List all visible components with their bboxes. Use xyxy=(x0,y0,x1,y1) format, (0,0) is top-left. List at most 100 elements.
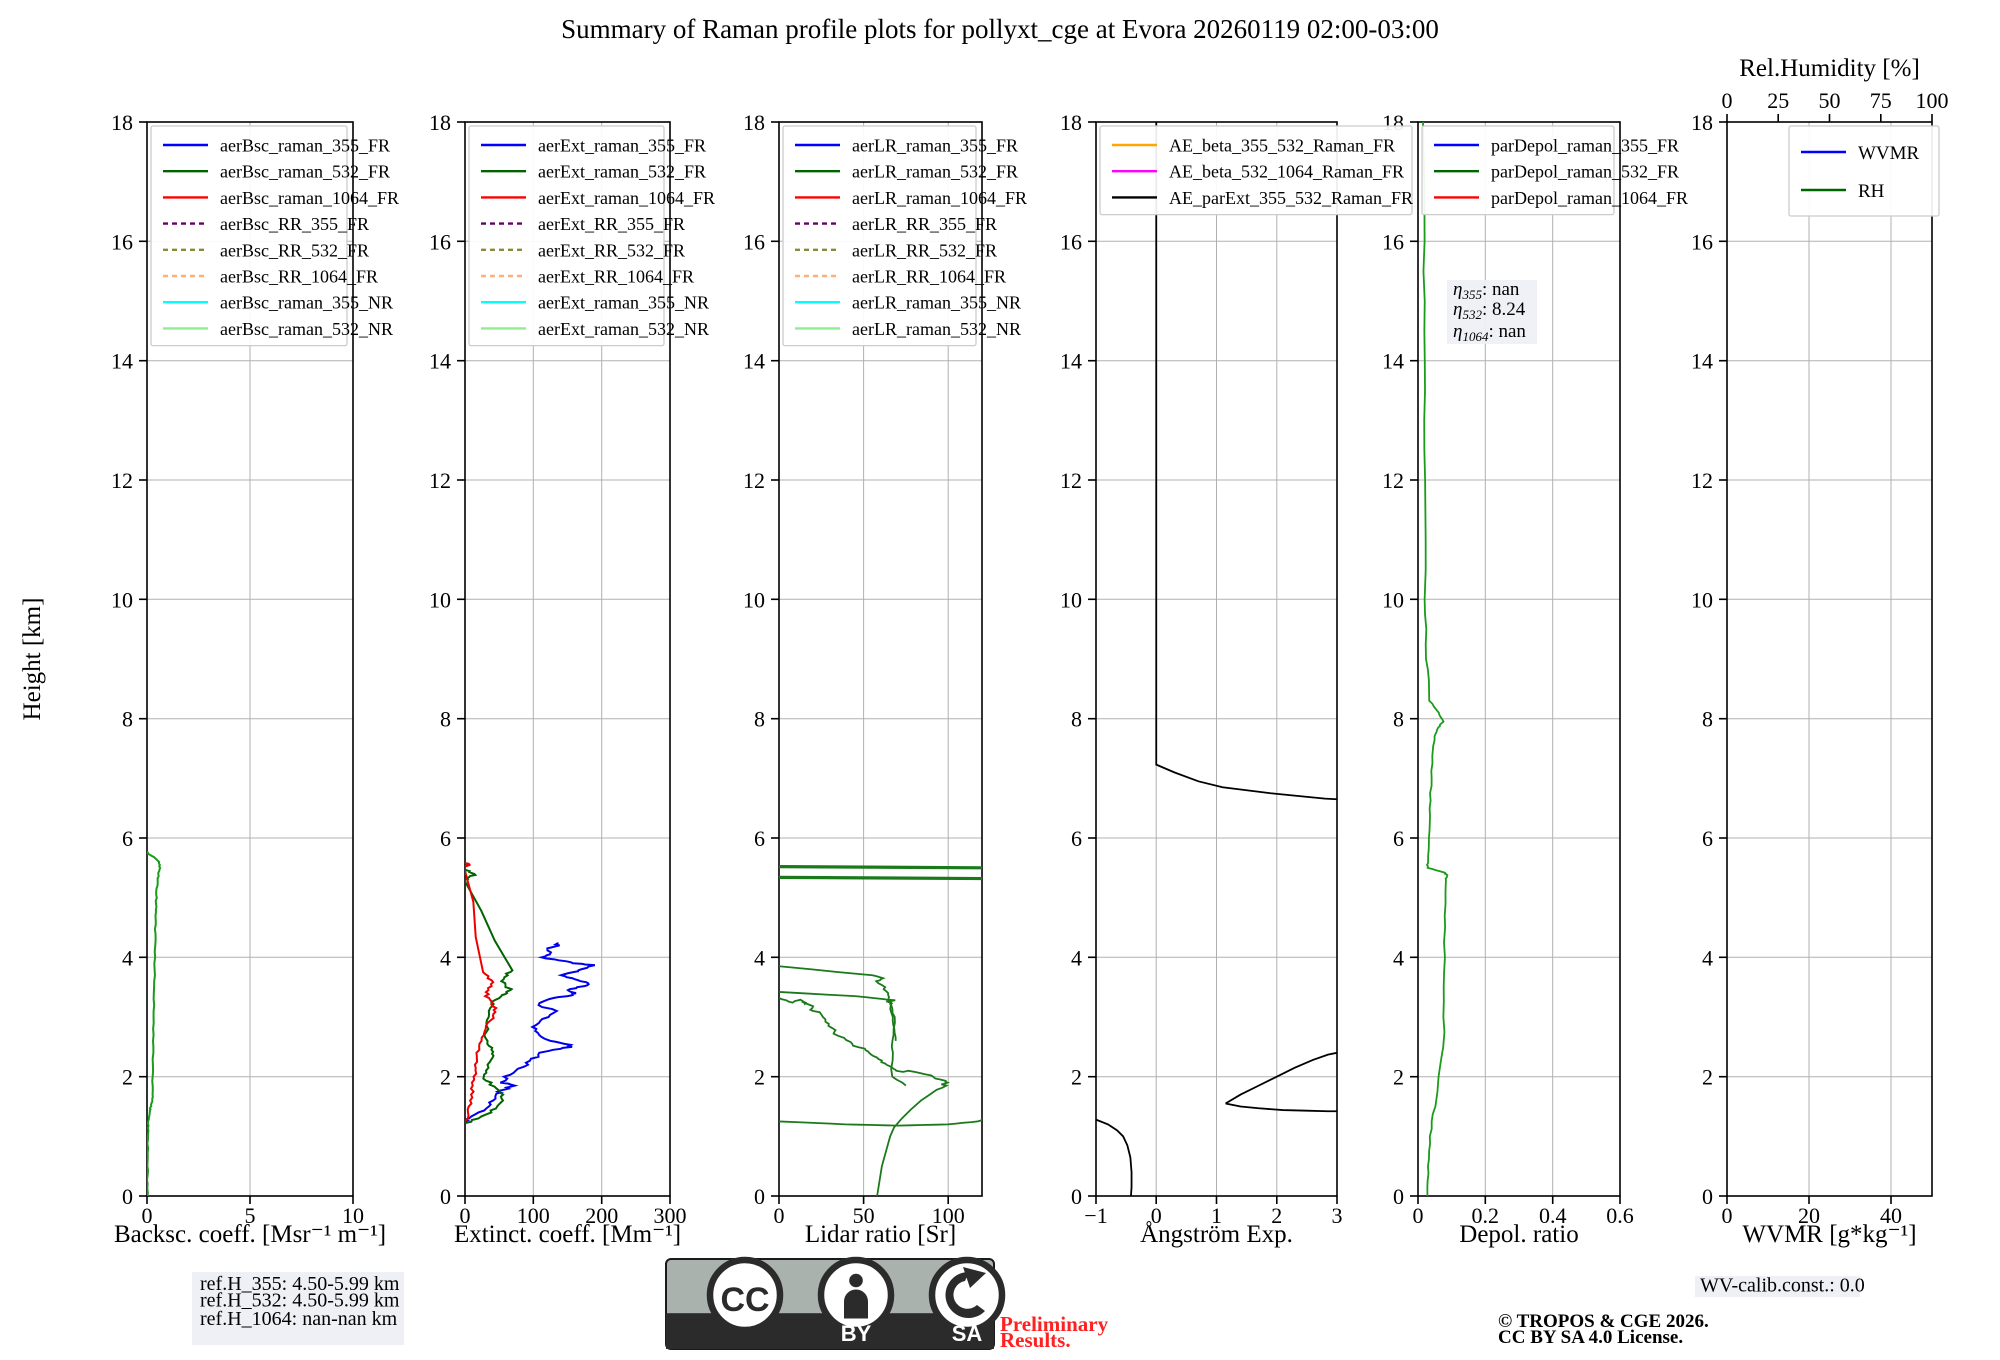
svg-text:12: 12 xyxy=(111,468,133,493)
svg-text:ref.H_1064: nan-nan km: ref.H_1064: nan-nan km xyxy=(200,1308,398,1330)
svg-text:aerLR_RR_1064_FR: aerLR_RR_1064_FR xyxy=(852,267,1006,287)
svg-text:aerExt_RR_532_FR: aerExt_RR_532_FR xyxy=(538,240,685,260)
svg-text:Extinct. coeff. [Mm⁻¹]: Extinct. coeff. [Mm⁻¹] xyxy=(454,1221,681,1248)
svg-text:aerExt_raman_532_FR: aerExt_raman_532_FR xyxy=(538,162,706,182)
svg-text:10: 10 xyxy=(1060,587,1082,612)
svg-text:3: 3 xyxy=(1332,1203,1343,1228)
svg-text:6: 6 xyxy=(754,826,765,851)
svg-text:0: 0 xyxy=(1393,1184,1404,1209)
svg-text:0: 0 xyxy=(440,1184,451,1209)
svg-text:18: 18 xyxy=(429,110,451,135)
svg-text:8: 8 xyxy=(754,707,765,732)
svg-text:4: 4 xyxy=(1071,945,1082,970)
svg-text:4: 4 xyxy=(440,945,451,970)
svg-text:10: 10 xyxy=(1691,587,1713,612)
svg-text:aerBsc_RR_355_FR: aerBsc_RR_355_FR xyxy=(220,214,369,234)
svg-text:18: 18 xyxy=(1691,110,1713,135)
svg-text:8: 8 xyxy=(1702,707,1713,732)
svg-text:4: 4 xyxy=(1393,945,1404,970)
svg-text:Height [km]: Height [km] xyxy=(19,598,46,721)
svg-text:12: 12 xyxy=(1060,468,1082,493)
svg-text:aerExt_RR_355_FR: aerExt_RR_355_FR xyxy=(538,214,685,234)
svg-text:2: 2 xyxy=(1071,1065,1082,1090)
svg-text:aerLR_raman_355_FR: aerLR_raman_355_FR xyxy=(852,136,1018,156)
svg-text:0: 0 xyxy=(1413,1203,1424,1228)
svg-text:16: 16 xyxy=(111,229,133,254)
svg-text:0: 0 xyxy=(1071,1184,1082,1209)
svg-text:2: 2 xyxy=(754,1065,765,1090)
svg-text:0: 0 xyxy=(1702,1184,1713,1209)
svg-text:WV-calib.const.: 0.0: WV-calib.const.: 0.0 xyxy=(1700,1275,1865,1297)
svg-text:8: 8 xyxy=(1393,707,1404,732)
svg-text:AE_beta_355_532_Raman_FR: AE_beta_355_532_Raman_FR xyxy=(1169,136,1395,156)
svg-text:2: 2 xyxy=(440,1065,451,1090)
svg-text:aerLR_raman_532_FR: aerLR_raman_532_FR xyxy=(852,162,1018,182)
svg-text:6: 6 xyxy=(440,826,451,851)
svg-text:aerLR_raman_532_NR: aerLR_raman_532_NR xyxy=(852,319,1021,339)
svg-text:14: 14 xyxy=(743,349,765,374)
svg-text:2: 2 xyxy=(1393,1065,1404,1090)
svg-text:18: 18 xyxy=(743,110,765,135)
svg-text:4: 4 xyxy=(754,945,765,970)
svg-text:Summary of Raman profile plots: Summary of Raman profile plots for polly… xyxy=(561,14,1439,44)
svg-text:10: 10 xyxy=(743,587,765,612)
svg-text:parDepol_raman_355_FR: parDepol_raman_355_FR xyxy=(1491,136,1679,156)
svg-text:6: 6 xyxy=(122,826,133,851)
svg-text:14: 14 xyxy=(111,349,133,374)
svg-text:aerBsc_raman_532_NR: aerBsc_raman_532_NR xyxy=(220,319,393,339)
svg-text:BY: BY xyxy=(841,1321,872,1346)
svg-text:2: 2 xyxy=(122,1065,133,1090)
svg-text:aerExt_raman_1064_FR: aerExt_raman_1064_FR xyxy=(538,188,715,208)
svg-text:0.6: 0.6 xyxy=(1606,1203,1634,1228)
svg-text:0: 0 xyxy=(774,1203,785,1228)
svg-text:AE_parExt_355_532_Raman_FR: AE_parExt_355_532_Raman_FR xyxy=(1169,188,1413,208)
svg-text:14: 14 xyxy=(1060,349,1082,374)
svg-text:aerExt_RR_1064_FR: aerExt_RR_1064_FR xyxy=(538,267,694,287)
svg-text:−1: −1 xyxy=(1084,1203,1107,1228)
svg-text:4: 4 xyxy=(122,945,133,970)
svg-text:parDepol_raman_1064_FR: parDepol_raman_1064_FR xyxy=(1491,188,1688,208)
svg-text:0: 0 xyxy=(754,1184,765,1209)
svg-text:12: 12 xyxy=(429,468,451,493)
svg-text:aerExt_raman_355_FR: aerExt_raman_355_FR xyxy=(538,136,706,156)
svg-text:10: 10 xyxy=(1382,587,1404,612)
svg-text:75: 75 xyxy=(1870,88,1892,113)
svg-text:12: 12 xyxy=(743,468,765,493)
svg-text:0: 0 xyxy=(122,1184,133,1209)
svg-text:aerBsc_RR_532_FR: aerBsc_RR_532_FR xyxy=(220,240,369,260)
svg-text:18: 18 xyxy=(111,110,133,135)
svg-text:Results.: Results. xyxy=(1000,1328,1071,1352)
svg-text:8: 8 xyxy=(122,707,133,732)
svg-text:16: 16 xyxy=(429,229,451,254)
svg-text:16: 16 xyxy=(743,229,765,254)
svg-text:aerLR_raman_1064_FR: aerLR_raman_1064_FR xyxy=(852,188,1027,208)
svg-text:14: 14 xyxy=(429,349,451,374)
svg-text:18: 18 xyxy=(1060,110,1082,135)
svg-text:6: 6 xyxy=(1702,826,1713,851)
svg-text:12: 12 xyxy=(1691,468,1713,493)
svg-text:14: 14 xyxy=(1382,349,1404,374)
svg-text:Depol. ratio: Depol. ratio xyxy=(1459,1221,1578,1248)
svg-text:4: 4 xyxy=(1702,945,1713,970)
svg-text:aerBsc_raman_355_FR: aerBsc_raman_355_FR xyxy=(220,136,390,156)
svg-text:16: 16 xyxy=(1382,229,1404,254)
svg-text:WVMR [g*kg⁻¹]: WVMR [g*kg⁻¹] xyxy=(1742,1221,1916,1248)
svg-text:2: 2 xyxy=(1702,1065,1713,1090)
svg-text:8: 8 xyxy=(1071,707,1082,732)
svg-text:Lidar ratio [Sr]: Lidar ratio [Sr] xyxy=(805,1221,956,1248)
svg-text:6: 6 xyxy=(1393,826,1404,851)
svg-text:parDepol_raman_532_FR: parDepol_raman_532_FR xyxy=(1491,162,1679,182)
svg-text:14: 14 xyxy=(1691,349,1713,374)
svg-text:aerBsc_raman_532_FR: aerBsc_raman_532_FR xyxy=(220,162,390,182)
svg-text:aerLR_RR_355_FR: aerLR_RR_355_FR xyxy=(852,214,997,234)
svg-text:25: 25 xyxy=(1767,88,1789,113)
svg-text:aerBsc_raman_1064_FR: aerBsc_raman_1064_FR xyxy=(220,188,399,208)
svg-text:Ångström Exp.: Ångström Exp. xyxy=(1140,1221,1293,1248)
svg-text:10: 10 xyxy=(111,587,133,612)
svg-text:CC BY SA 4.0 License.: CC BY SA 4.0 License. xyxy=(1498,1327,1683,1348)
svg-text:16: 16 xyxy=(1060,229,1082,254)
svg-text:aerExt_raman_532_NR: aerExt_raman_532_NR xyxy=(538,319,709,339)
svg-text:16: 16 xyxy=(1691,229,1713,254)
svg-text:Backsc. coeff. [Msr⁻¹ m⁻¹]: Backsc. coeff. [Msr⁻¹ m⁻¹] xyxy=(114,1221,386,1248)
svg-text:aerBsc_raman_355_NR: aerBsc_raman_355_NR xyxy=(220,293,393,313)
